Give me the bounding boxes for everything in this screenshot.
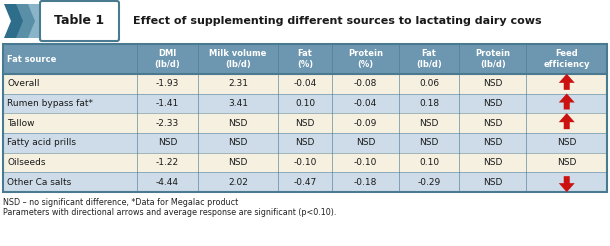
Text: NSD: NSD bbox=[483, 178, 503, 187]
Text: Other Ca salts: Other Ca salts bbox=[7, 178, 71, 187]
Text: 0.18: 0.18 bbox=[419, 99, 439, 108]
Text: -0.04: -0.04 bbox=[293, 79, 317, 88]
Text: Rumen bypass fat*: Rumen bypass fat* bbox=[7, 99, 93, 108]
Text: -1.41: -1.41 bbox=[156, 99, 179, 108]
Text: NSD: NSD bbox=[228, 158, 248, 167]
Text: Feed
efficiency: Feed efficiency bbox=[544, 49, 590, 69]
Text: -1.22: -1.22 bbox=[156, 158, 179, 167]
Text: Fat
(lb/d): Fat (lb/d) bbox=[416, 49, 442, 69]
Bar bbox=[3, 44, 607, 192]
Text: DMI
(lb/d): DMI (lb/d) bbox=[154, 49, 181, 69]
Text: NSD: NSD bbox=[483, 79, 503, 88]
Text: NSD: NSD bbox=[356, 138, 375, 147]
Polygon shape bbox=[559, 176, 575, 192]
Text: NSD: NSD bbox=[483, 119, 503, 128]
Text: 2.31: 2.31 bbox=[228, 79, 248, 88]
Text: -0.10: -0.10 bbox=[293, 158, 317, 167]
Polygon shape bbox=[4, 4, 25, 38]
Bar bbox=[3, 44, 607, 74]
Text: 0.10: 0.10 bbox=[419, 158, 439, 167]
Text: 0.10: 0.10 bbox=[295, 99, 315, 108]
Text: Protein
(%): Protein (%) bbox=[348, 49, 383, 69]
Bar bbox=[3, 113, 607, 133]
Bar bbox=[3, 133, 607, 153]
Text: Fatty acid prills: Fatty acid prills bbox=[7, 138, 76, 147]
Text: NSD: NSD bbox=[557, 138, 576, 147]
Bar bbox=[3, 94, 607, 113]
Text: -4.44: -4.44 bbox=[156, 178, 179, 187]
Polygon shape bbox=[559, 113, 575, 129]
Text: -0.09: -0.09 bbox=[354, 119, 377, 128]
Polygon shape bbox=[16, 4, 37, 38]
Text: -0.04: -0.04 bbox=[354, 99, 377, 108]
Text: NSD: NSD bbox=[295, 119, 315, 128]
Polygon shape bbox=[559, 74, 575, 90]
Text: Milk volume
(lb/d): Milk volume (lb/d) bbox=[209, 49, 267, 69]
Text: 0.06: 0.06 bbox=[419, 79, 439, 88]
Text: NSD: NSD bbox=[557, 158, 576, 167]
Bar bbox=[3, 153, 607, 172]
Text: 3.41: 3.41 bbox=[228, 99, 248, 108]
Text: -0.08: -0.08 bbox=[354, 79, 377, 88]
Bar bbox=[0, 2, 610, 40]
Text: NSD: NSD bbox=[483, 138, 503, 147]
Text: Overall: Overall bbox=[7, 79, 40, 88]
Text: Parameters with directional arrows and average response are significant (p<0.10): Parameters with directional arrows and a… bbox=[3, 208, 336, 217]
Text: -2.33: -2.33 bbox=[156, 119, 179, 128]
Text: -0.18: -0.18 bbox=[354, 178, 377, 187]
Text: 2.02: 2.02 bbox=[228, 178, 248, 187]
Polygon shape bbox=[28, 4, 49, 38]
Text: NSD: NSD bbox=[158, 138, 177, 147]
Text: NSD: NSD bbox=[228, 119, 248, 128]
Text: NSD: NSD bbox=[295, 138, 315, 147]
Text: Table 1: Table 1 bbox=[54, 15, 104, 28]
Text: NSD: NSD bbox=[228, 138, 248, 147]
Text: -0.29: -0.29 bbox=[417, 178, 441, 187]
Text: NSD: NSD bbox=[483, 99, 503, 108]
Text: Oilseeds: Oilseeds bbox=[7, 158, 46, 167]
Text: NSD: NSD bbox=[483, 158, 503, 167]
Text: -0.10: -0.10 bbox=[354, 158, 377, 167]
Text: Fat source: Fat source bbox=[7, 55, 56, 63]
Text: Protein
(lb/d): Protein (lb/d) bbox=[475, 49, 511, 69]
Text: Tallow: Tallow bbox=[7, 119, 35, 128]
Text: -1.93: -1.93 bbox=[156, 79, 179, 88]
Text: NSD: NSD bbox=[420, 119, 439, 128]
Text: NSD – no significant difference, *Data for Megalac product: NSD – no significant difference, *Data f… bbox=[3, 198, 239, 207]
Text: -0.47: -0.47 bbox=[293, 178, 317, 187]
Text: Fat
(%): Fat (%) bbox=[297, 49, 313, 69]
Bar bbox=[3, 74, 607, 94]
Polygon shape bbox=[559, 93, 575, 109]
Text: NSD: NSD bbox=[420, 138, 439, 147]
FancyBboxPatch shape bbox=[40, 1, 119, 41]
Bar bbox=[3, 172, 607, 192]
Text: Effect of supplementing different sources to lactating dairy cows: Effect of supplementing different source… bbox=[133, 16, 542, 26]
